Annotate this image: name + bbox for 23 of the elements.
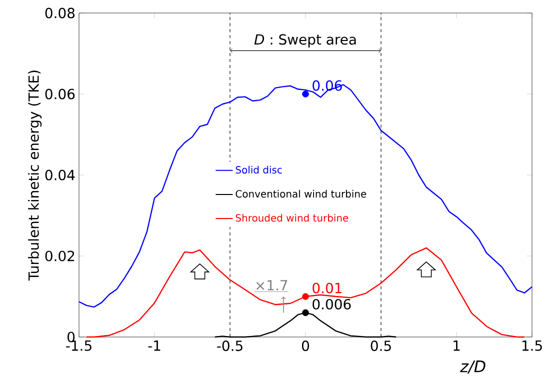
data-label: 0.006 bbox=[312, 298, 351, 310]
legend-label: Solid disc bbox=[236, 166, 282, 174]
y-tick-label: 0.02 bbox=[45, 250, 74, 262]
legend-label: Conventional wind turbine bbox=[236, 190, 366, 198]
x-tick-label: -1.5 bbox=[66, 340, 92, 351]
y-tick-label: 0.08 bbox=[45, 8, 75, 18]
x-tick-label: 0.5 bbox=[370, 340, 391, 352]
line-series bbox=[86, 247, 526, 338]
data-label: 0.01 bbox=[312, 282, 342, 294]
y-axis-title: Turbulent kinetic energy (TKE) bbox=[28, 70, 42, 281]
x-tick-label: 0 bbox=[302, 340, 310, 352]
annotation: D : Swept area bbox=[254, 34, 356, 48]
x-tick-label: 1 bbox=[454, 340, 460, 351]
annotation: ×1.7 bbox=[256, 280, 288, 290]
legend-label: Shrouded wind turbine bbox=[236, 214, 348, 222]
x-axis-title: z/D bbox=[460, 360, 486, 374]
data-label: 0.06 bbox=[312, 80, 342, 91]
y-tick-label: 0.06 bbox=[45, 88, 75, 100]
y-tick-label: 0.04 bbox=[45, 170, 75, 180]
x-tick-label: 1.5 bbox=[522, 340, 542, 351]
x-tick-label: -1 bbox=[148, 340, 160, 351]
y-tick-label: 0 bbox=[68, 332, 75, 342]
x-tick-label: -0.5 bbox=[217, 340, 242, 352]
